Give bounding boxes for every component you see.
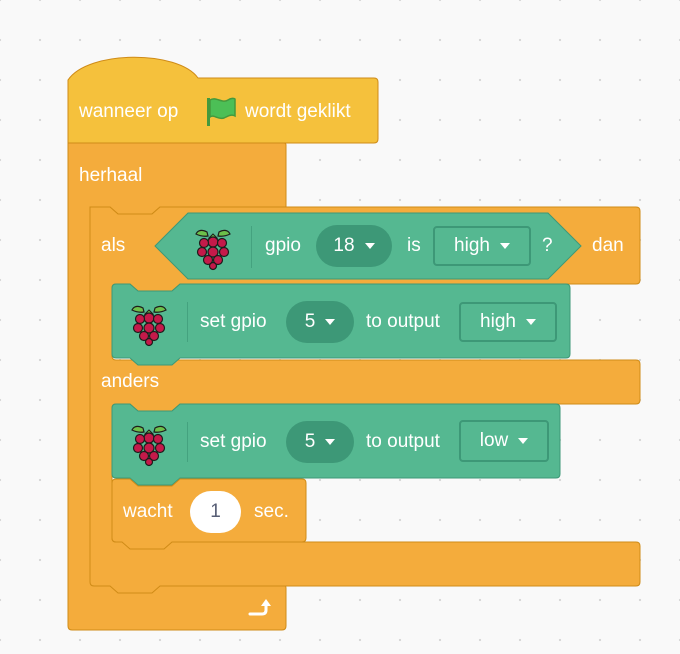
wait-seconds-input[interactable]: 1 bbox=[190, 491, 241, 533]
set-gpio-low-value-dropdown[interactable]: low bbox=[459, 420, 549, 462]
chevron-down-icon bbox=[525, 319, 536, 325]
icon-separator bbox=[187, 302, 188, 342]
hat-suffix-label: wordt geklikt bbox=[245, 101, 351, 122]
wait-label: wacht bbox=[123, 501, 173, 522]
green-flag-icon bbox=[207, 97, 236, 126]
then-label: dan bbox=[592, 235, 624, 256]
set-gpio-high-value-dropdown[interactable]: high bbox=[459, 302, 557, 342]
set-gpio-low-label: set gpio bbox=[200, 431, 267, 452]
condition-gpio-label: gpio bbox=[265, 235, 301, 256]
icon-separator bbox=[187, 422, 188, 462]
if-label: als bbox=[101, 235, 126, 256]
when-flag-clicked-block[interactable] bbox=[67, 56, 379, 144]
condition-question-mark: ? bbox=[542, 235, 553, 256]
set-gpio-low-pin-value: 5 bbox=[304, 431, 316, 452]
chevron-down-icon bbox=[325, 319, 336, 325]
condition-pin-value: 18 bbox=[333, 235, 355, 256]
loop-arrow-icon bbox=[248, 599, 271, 616]
condition-is-label: is bbox=[407, 235, 421, 256]
condition-pin-dropdown[interactable]: 18 bbox=[316, 225, 392, 267]
wait-unit-label: sec. bbox=[254, 501, 289, 522]
chevron-down-icon bbox=[364, 243, 375, 249]
if-else-block[interactable] bbox=[89, 206, 641, 594]
set-gpio-low-pin-dropdown[interactable]: 5 bbox=[286, 421, 354, 463]
set-gpio-low-to-label: to output bbox=[366, 431, 440, 452]
wait-seconds-value: 1 bbox=[210, 501, 221, 522]
chevron-down-icon bbox=[499, 243, 510, 249]
hat-prefix-label: wanneer op bbox=[79, 101, 179, 122]
set-gpio-high-label: set gpio bbox=[200, 311, 267, 332]
set-gpio-high-pin-dropdown[interactable]: 5 bbox=[286, 301, 354, 343]
else-label: anders bbox=[101, 371, 160, 392]
icon-separator bbox=[251, 226, 252, 268]
set-gpio-high-to-label: to output bbox=[366, 311, 440, 332]
chevron-down-icon bbox=[518, 438, 529, 444]
chevron-down-icon bbox=[325, 439, 336, 445]
condition-state-dropdown[interactable]: high bbox=[433, 226, 531, 266]
set-gpio-low-value: low bbox=[479, 430, 509, 451]
forever-label: herhaal bbox=[79, 165, 143, 186]
condition-state-value: high bbox=[454, 235, 490, 256]
set-gpio-high-pin-value: 5 bbox=[304, 311, 316, 332]
set-gpio-high-value: high bbox=[480, 311, 516, 332]
